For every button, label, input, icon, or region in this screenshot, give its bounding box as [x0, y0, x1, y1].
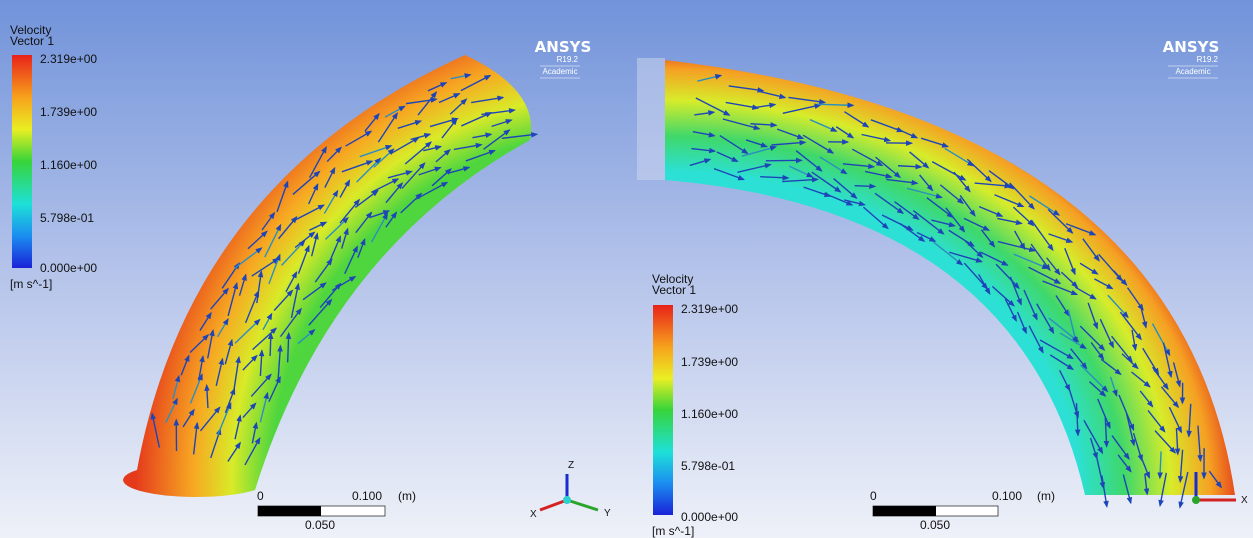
legend-tick: 1.739e+00: [40, 105, 97, 119]
scale-unit: (m): [1037, 489, 1055, 503]
velocity-vector: [855, 186, 875, 187]
legend-tick: 0.000e+00: [681, 510, 738, 524]
legend-unit: [m s^-1]: [652, 524, 694, 538]
legend-tick: 2.319e+00: [40, 52, 97, 66]
legend-tick: 1.739e+00: [681, 355, 738, 369]
scale-start: 0: [870, 489, 877, 503]
legend-title: Vector 1: [10, 34, 54, 48]
legend-tick: 5.798e-01: [40, 211, 94, 225]
logo-version: R19.2: [557, 55, 579, 64]
legend-tick: 1.160e+00: [681, 407, 738, 421]
legend-tick: 1.160e+00: [40, 158, 97, 172]
legend-tick: 5.798e-01: [681, 459, 735, 473]
viewport: Velocity Vector 1 2.319e+00 1.739e+00 1.…: [0, 0, 1253, 538]
legend-tick: 0.000e+00: [40, 261, 97, 275]
axis-label: Z: [568, 460, 574, 471]
scale-mid: 0.050: [305, 518, 335, 532]
logo-edition: Academic: [1175, 67, 1210, 76]
color-bar: [12, 55, 32, 268]
axis-label: X: [530, 509, 537, 520]
legend-unit: [m s^-1]: [10, 277, 52, 291]
scale-unit: (m): [398, 489, 416, 503]
axis-label: Y: [604, 508, 611, 519]
pipe-inlet: [637, 58, 665, 180]
legend-tick: 2.319e+00: [681, 302, 738, 316]
legend-title: Vector 1: [652, 283, 696, 297]
logo-name: ANSYS: [1163, 38, 1220, 56]
scale-end: 0.100: [992, 489, 1022, 503]
scale-start: 0: [257, 489, 264, 503]
logo-name: ANSYS: [535, 38, 592, 56]
color-bar: [653, 305, 673, 515]
axis-label: X: [1241, 495, 1248, 506]
logo-edition: Academic: [542, 67, 577, 76]
velocity-vector: [270, 334, 271, 356]
scale-end: 0.100: [352, 489, 382, 503]
logo-version: R19.2: [1197, 55, 1219, 64]
scale-mid: 0.050: [920, 518, 950, 532]
